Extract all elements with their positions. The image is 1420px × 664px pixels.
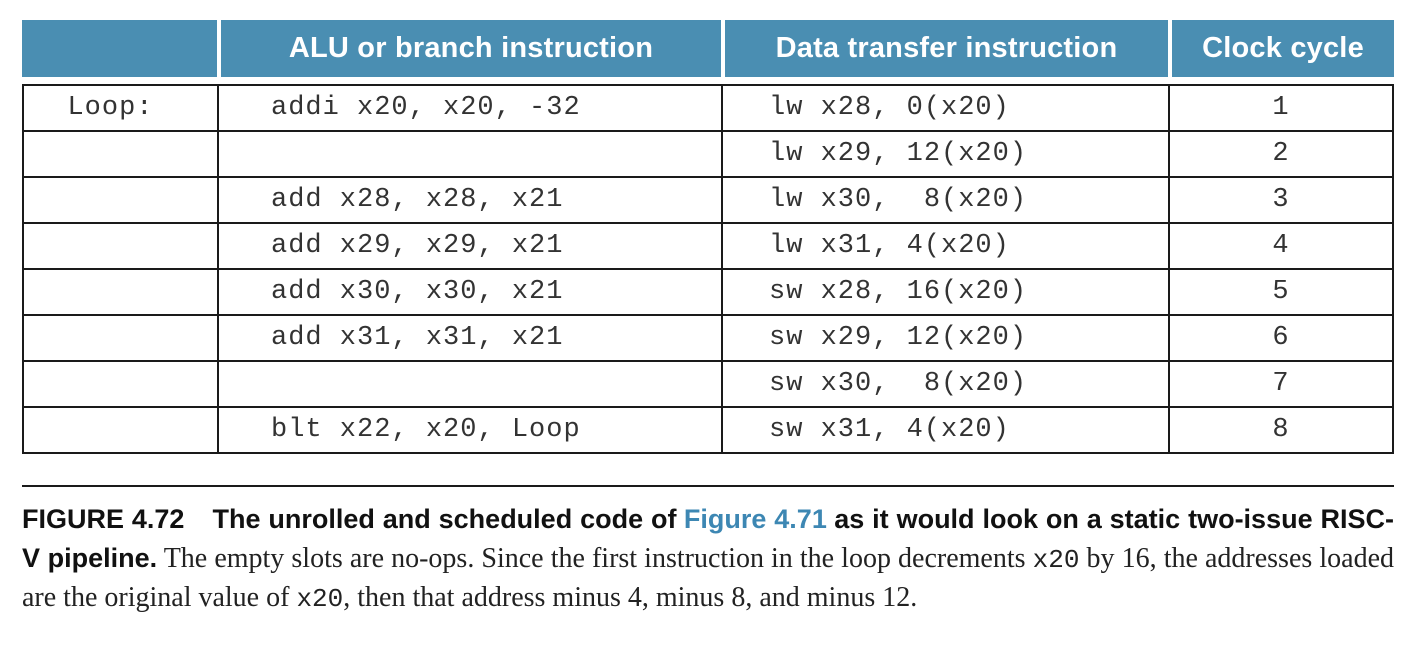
alu-cell: blt x22, x20, Loop [217, 408, 721, 452]
instruction-table: ALU or branch instruction Data transfer … [22, 20, 1394, 454]
alu-cell: add x28, x28, x21 [217, 178, 721, 222]
caption-text: by 16, the addresses loaded are the orig… [22, 543, 1395, 613]
alu-cell: add x31, x31, x21 [217, 316, 721, 360]
alu-cell: addi x20, x20, -32 [217, 86, 721, 130]
caption-divider [22, 485, 1394, 487]
caption-code: x20 [1032, 545, 1080, 575]
table-body: Loop: addi x20, x20, -32 lw x28, 0(x20) … [22, 84, 1394, 454]
header-label [22, 20, 217, 77]
cycle-cell: 4 [1168, 224, 1392, 268]
header-data-transfer: Data transfer instruction [721, 20, 1168, 77]
data-cell: lw x31, 4(x20) [721, 224, 1168, 268]
loop-label [24, 224, 217, 268]
caption-code: x20 [296, 584, 344, 614]
header-alu: ALU or branch instruction [217, 20, 721, 77]
table-row: add x30, x30, x21 sw x28, 16(x20) 5 [24, 268, 1392, 314]
cycle-cell: 7 [1168, 362, 1392, 406]
cycle-cell: 2 [1168, 132, 1392, 176]
alu-cell: add x30, x30, x21 [217, 270, 721, 314]
figure-number: FIGURE 4.72 [22, 504, 185, 534]
alu-cell [217, 362, 721, 406]
caption-text: , then that address minus 4, minus 8, an… [343, 582, 918, 613]
cycle-cell: 1 [1168, 86, 1392, 130]
caption-bold-lead: The unrolled and scheduled code of [212, 504, 677, 534]
loop-label [24, 408, 217, 452]
figure-reference-link[interactable]: Figure 4.71 [683, 504, 827, 534]
loop-label [24, 316, 217, 360]
alu-cell: add x29, x29, x21 [217, 224, 721, 268]
cycle-cell: 6 [1168, 316, 1392, 360]
data-cell: sw x31, 4(x20) [721, 408, 1168, 452]
table-row: lw x29, 12(x20) 2 [24, 130, 1392, 176]
alu-cell [217, 132, 721, 176]
data-cell: lw x28, 0(x20) [721, 86, 1168, 130]
data-cell: sw x30, 8(x20) [721, 362, 1168, 406]
figure-caption: FIGURE 4.72 The unrolled and scheduled co… [22, 500, 1394, 618]
data-cell: lw x29, 12(x20) [721, 132, 1168, 176]
data-cell: sw x29, 12(x20) [721, 316, 1168, 360]
header-clock-cycle: Clock cycle [1168, 20, 1394, 77]
loop-label [24, 270, 217, 314]
caption-text: The empty slots are no-ops. Since the fi… [157, 543, 1033, 574]
table-header: ALU or branch instruction Data transfer … [22, 20, 1394, 77]
table-row: add x31, x31, x21 sw x29, 12(x20) 6 [24, 314, 1392, 360]
table-row: add x29, x29, x21 lw x31, 4(x20) 4 [24, 222, 1392, 268]
data-cell: lw x30, 8(x20) [721, 178, 1168, 222]
loop-label [24, 178, 217, 222]
table-row: blt x22, x20, Loop sw x31, 4(x20) 8 [24, 406, 1392, 452]
loop-label: Loop: [67, 93, 154, 123]
data-cell: sw x28, 16(x20) [721, 270, 1168, 314]
cycle-cell: 8 [1168, 408, 1392, 452]
loop-label [24, 132, 217, 176]
cycle-cell: 5 [1168, 270, 1392, 314]
loop-label [24, 362, 217, 406]
table-row: add x28, x28, x21 lw x30, 8(x20) 3 [24, 176, 1392, 222]
table-row: sw x30, 8(x20) 7 [24, 360, 1392, 406]
caption-bold-tail: as it would look on a static two-issue R… [22, 504, 1394, 573]
table-row: Loop: addi x20, x20, -32 lw x28, 0(x20) … [24, 86, 1392, 130]
cycle-cell: 3 [1168, 178, 1392, 222]
